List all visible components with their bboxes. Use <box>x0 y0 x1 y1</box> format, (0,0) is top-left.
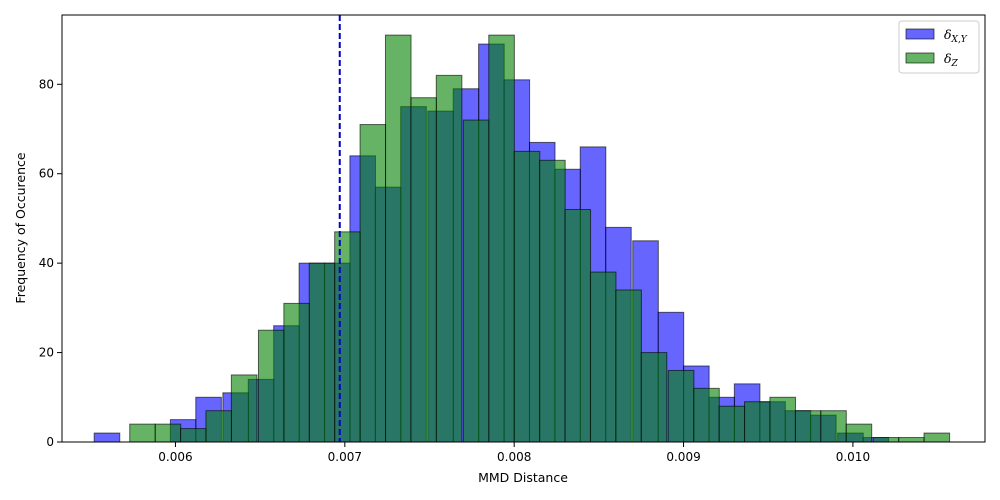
bar-series-1-bin-11 <box>410 97 437 443</box>
plot-frame <box>61 14 986 443</box>
bar-series-1-bin-25 <box>769 396 796 443</box>
bar-series-1-bin-23 <box>718 405 746 443</box>
bar-series-1-bin-15 <box>513 150 541 443</box>
bar-series-1-bin-18 <box>589 271 617 443</box>
bar-series-1-bin-4 <box>230 374 258 443</box>
bar-series-1-bin-12 <box>435 74 463 443</box>
y-tick-label: 20 <box>39 346 54 360</box>
bar-series-1-bin-24 <box>744 401 771 443</box>
bar-series-1-bin-6 <box>283 302 310 443</box>
bar-series-1-bin-28 <box>845 423 873 443</box>
bar-series-1-bin-0 <box>129 423 156 443</box>
bar-series-1-bin-26 <box>794 410 822 443</box>
x-tick-label: 0.010 <box>836 450 870 464</box>
bar-series-1-bin-13 <box>462 119 490 443</box>
y-tick-label: 0 <box>46 435 54 449</box>
x-tick-label: 0.007 <box>328 450 362 464</box>
bar-series-1-bin-17 <box>564 209 592 443</box>
bar-series-1-bin-7 <box>308 262 336 443</box>
legend-swatch-delta-z <box>905 52 935 64</box>
bar-series-0-bin-0 <box>93 432 121 443</box>
series-delta-z-bars <box>129 34 951 443</box>
bar-series-1-bin-8 <box>334 231 361 443</box>
legend: δX,Y δZ <box>898 20 980 74</box>
x-axis-ticks: 0.006 0.007 0.008 0.009 0.010 <box>158 442 870 464</box>
legend-swatch-delta-xy <box>905 28 935 40</box>
bar-series-1-bin-5 <box>257 329 285 443</box>
bar-series-1-bin-30 <box>898 437 925 443</box>
bar-series-1-bin-16 <box>539 159 566 443</box>
bar-series-1-bin-1 <box>154 423 182 443</box>
x-tick-label: 0.008 <box>497 450 531 464</box>
y-axis-label: Frequency of Occurence <box>13 152 28 303</box>
bar-series-1-bin-14 <box>488 34 515 443</box>
bar-series-1-bin-10 <box>384 34 412 443</box>
x-axis-label: MMD Distance <box>478 470 568 485</box>
bar-series-1-bin-27 <box>820 410 847 443</box>
bar-series-1-bin-20 <box>640 352 668 443</box>
bar-series-1-bin-22 <box>693 387 720 443</box>
bar-series-1-bin-3 <box>205 410 233 443</box>
legend-label-delta-z: δZ <box>944 51 959 69</box>
bar-series-1-bin-19 <box>615 289 642 443</box>
y-tick-label: 80 <box>39 77 54 91</box>
x-tick-label: 0.006 <box>158 450 192 464</box>
bar-series-1-bin-2 <box>180 428 207 443</box>
y-axis-ticks: 0 20 40 60 80 <box>39 77 62 449</box>
bar-series-1-bin-9 <box>359 124 387 443</box>
bar-series-1-bin-21 <box>667 369 695 443</box>
y-tick-label: 40 <box>39 256 54 270</box>
bar-series-1-bin-29 <box>872 437 900 443</box>
y-tick-label: 60 <box>39 167 54 181</box>
bar-series-1-bin-31 <box>923 432 951 443</box>
x-tick-label: 0.009 <box>666 450 700 464</box>
legend-label-delta-xy: δX,Y <box>944 27 968 45</box>
